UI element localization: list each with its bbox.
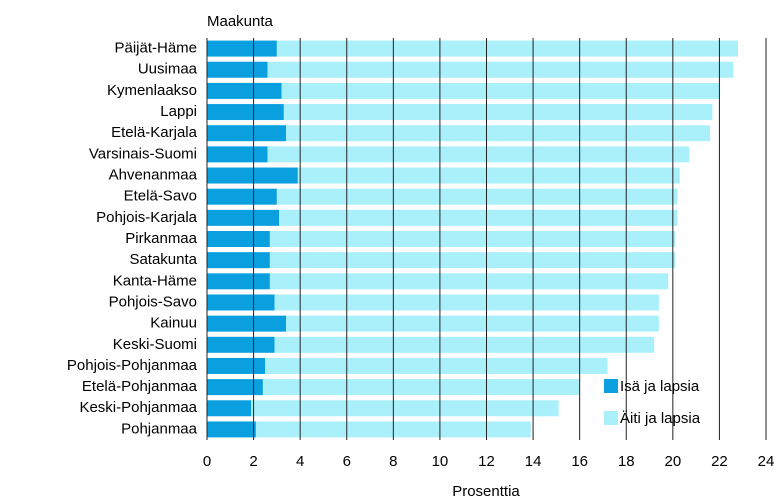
bar-segment xyxy=(265,357,608,374)
x-axis-label: Prosenttia xyxy=(452,483,520,500)
y-tick-label: Kainuu xyxy=(150,315,197,332)
x-tick-label: 16 xyxy=(571,453,588,470)
bar-segment xyxy=(207,209,280,226)
y-tick-label: Pohjois-Pohjanmaa xyxy=(67,357,198,374)
x-tick-label: 18 xyxy=(618,453,635,470)
bar-segment xyxy=(207,252,270,269)
x-tick-label: 6 xyxy=(343,453,351,470)
bar-segment xyxy=(207,188,277,205)
bar-segment xyxy=(267,61,734,78)
bar-segment xyxy=(207,167,298,184)
bar-segment xyxy=(207,231,270,247)
legend-swatch xyxy=(604,379,618,393)
y-tick-label: Etelä-Pohjanmaa xyxy=(82,378,198,395)
bar-segment xyxy=(207,400,252,417)
x-tick-label: 20 xyxy=(664,453,681,470)
bar-segment xyxy=(207,336,275,353)
x-tick-label: 12 xyxy=(478,453,495,470)
bar-segment xyxy=(207,315,287,332)
bar-segment xyxy=(286,315,659,332)
y-tick-label: Ahvenanmaa xyxy=(109,166,198,183)
y-tick-label: Kymenlaakso xyxy=(107,82,197,99)
bar-segment xyxy=(269,252,676,269)
chart-title: Maakunta xyxy=(207,13,274,30)
bar-segment xyxy=(207,294,275,311)
bar-segment xyxy=(281,82,720,99)
bar-segment xyxy=(207,40,277,57)
bar-segment xyxy=(274,294,659,311)
bar-segment xyxy=(267,146,690,163)
y-tick-label: Etelä-Savo xyxy=(124,188,197,205)
bar-segment xyxy=(207,273,270,290)
legend-label: Äiti ja lapsia xyxy=(620,410,701,427)
y-tick-label: Kanta-Häme xyxy=(113,272,197,289)
y-tick-label: Lappi xyxy=(160,103,197,120)
y-tick-label: Uusimaa xyxy=(138,61,198,78)
y-tick-label: Keski-Suomi xyxy=(113,336,197,353)
bar-segment xyxy=(283,104,713,121)
bar-segment xyxy=(276,40,739,57)
bar-segment xyxy=(297,167,680,184)
bar-segment xyxy=(207,82,282,99)
x-tick-label: 8 xyxy=(389,453,397,470)
y-tick-label: Keski-Pohjanmaa xyxy=(79,399,197,416)
legend-label: Isä ja lapsia xyxy=(620,378,700,395)
bar-segment xyxy=(207,125,287,142)
bar-segment xyxy=(276,188,678,205)
x-tick-label: 24 xyxy=(758,453,775,470)
bar-segment xyxy=(262,379,580,396)
bar-segment xyxy=(207,104,284,121)
x-tick-label: 2 xyxy=(249,453,257,470)
x-tick-label: 0 xyxy=(203,453,211,470)
bar-segment xyxy=(279,209,678,226)
bar-segment xyxy=(207,357,266,374)
bar-segment xyxy=(207,61,268,78)
x-tick-label: 22 xyxy=(711,453,728,470)
bar-segment xyxy=(286,125,711,142)
y-tick-label: Päijät-Häme xyxy=(114,40,197,57)
bar-segment xyxy=(207,379,263,396)
y-tick-label: Satakunta xyxy=(129,251,197,268)
bar-segment xyxy=(269,273,669,290)
x-tick-label: 14 xyxy=(525,453,542,470)
bar-segment xyxy=(207,146,268,163)
y-tick-label: Varsinais-Suomi xyxy=(89,145,197,162)
bar-segment xyxy=(251,400,559,417)
x-tick-label: 4 xyxy=(296,453,304,470)
y-tick-label: Pirkanmaa xyxy=(125,230,197,247)
x-tick-label: 10 xyxy=(432,453,449,470)
bar-segment xyxy=(274,336,655,353)
y-tick-label: Pohjois-Savo xyxy=(109,293,197,310)
bar-segment xyxy=(269,231,676,247)
y-tick-label: Etelä-Karjala xyxy=(111,124,198,141)
y-tick-label: Pohjanmaa xyxy=(121,420,198,437)
legend-swatch xyxy=(604,411,618,425)
y-tick-label: Pohjois-Karjala xyxy=(96,209,198,226)
bar-segment xyxy=(207,421,256,438)
